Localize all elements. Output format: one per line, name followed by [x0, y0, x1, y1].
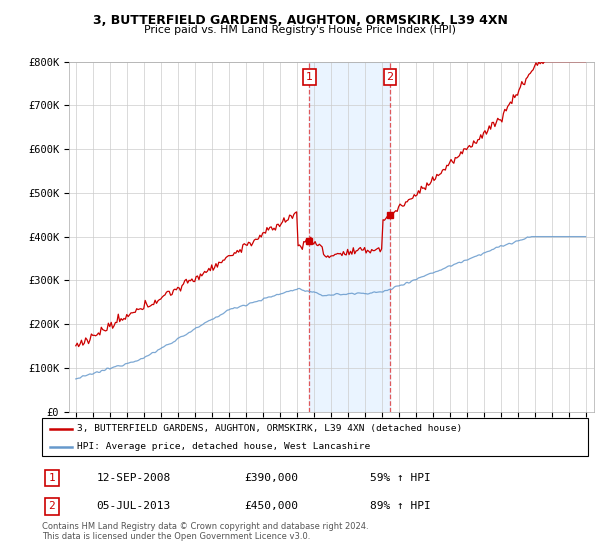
Text: 59% ↑ HPI: 59% ↑ HPI [370, 473, 430, 483]
Text: 2: 2 [386, 72, 394, 82]
Bar [310, 62, 390, 412]
Text: 12-SEP-2008: 12-SEP-2008 [97, 473, 171, 483]
Text: 1: 1 [49, 473, 55, 483]
Text: Contains HM Land Registry data © Crown copyright and database right 2024.
This d: Contains HM Land Registry data © Crown c… [42, 522, 368, 542]
Text: 89% ↑ HPI: 89% ↑ HPI [370, 501, 430, 511]
Text: £390,000: £390,000 [244, 473, 298, 483]
Text: 05-JUL-2013: 05-JUL-2013 [97, 501, 171, 511]
Text: 3, BUTTERFIELD GARDENS, AUGHTON, ORMSKIRK, L39 4XN (detached house): 3, BUTTERFIELD GARDENS, AUGHTON, ORMSKIR… [77, 424, 463, 433]
Text: 1: 1 [306, 72, 313, 82]
Text: HPI: Average price, detached house, West Lancashire: HPI: Average price, detached house, West… [77, 442, 371, 451]
Text: 2: 2 [49, 501, 55, 511]
Text: £450,000: £450,000 [244, 501, 298, 511]
Text: 3, BUTTERFIELD GARDENS, AUGHTON, ORMSKIRK, L39 4XN: 3, BUTTERFIELD GARDENS, AUGHTON, ORMSKIR… [92, 14, 508, 27]
Text: Price paid vs. HM Land Registry's House Price Index (HPI): Price paid vs. HM Land Registry's House … [144, 25, 456, 35]
